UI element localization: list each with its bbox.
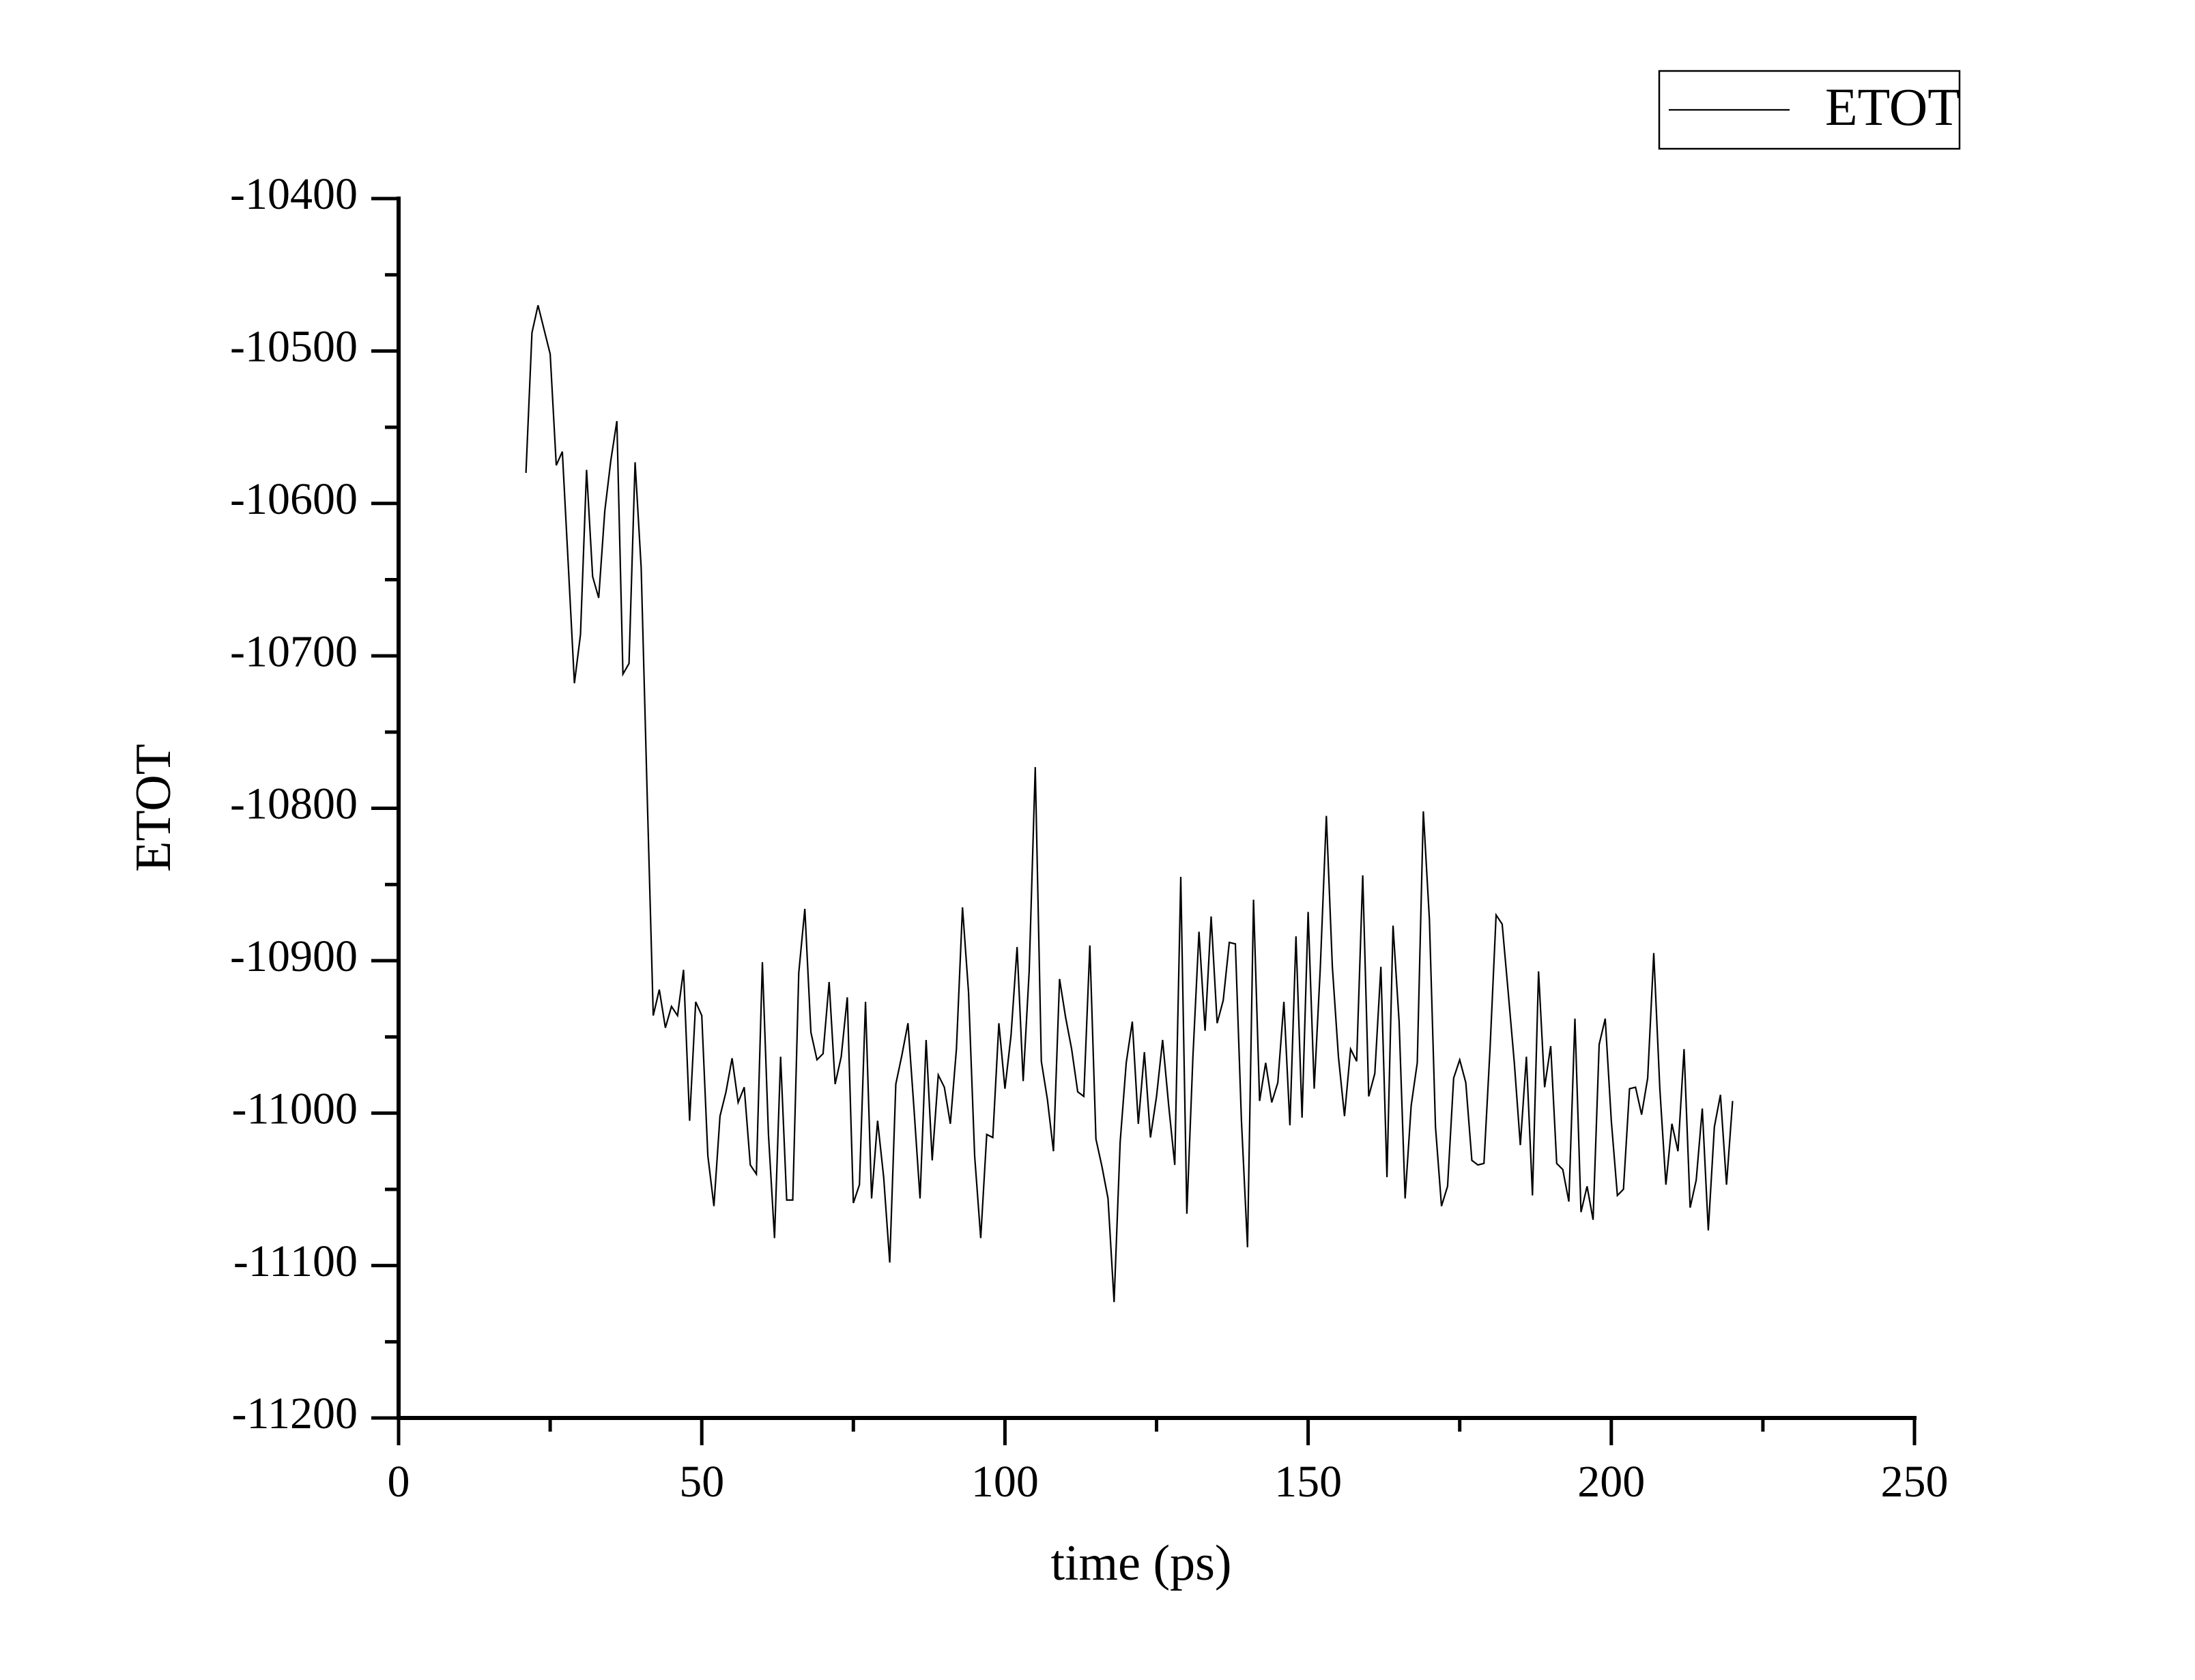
y-tick-label: -10700 (230, 626, 358, 676)
y-tick-label: -10500 (230, 322, 358, 372)
y-tick-label: -10400 (230, 169, 358, 219)
y-tick-label: -11200 (231, 1389, 358, 1438)
legend-label: ETOT (1825, 77, 1960, 136)
y-tick-label: -10800 (230, 779, 358, 829)
x-tick-label: 50 (679, 1457, 724, 1507)
x-axis-label: time (ps) (1050, 1535, 1231, 1591)
series-line (525, 305, 1734, 1303)
x-tick-label: 250 (1881, 1457, 1949, 1507)
x-tick-label: 150 (1274, 1457, 1342, 1507)
y-tick-label: -11100 (233, 1236, 358, 1286)
y-tick-label: -10600 (230, 474, 358, 524)
x-tick-label: 0 (388, 1457, 410, 1507)
y-tick-label: -11000 (231, 1084, 358, 1133)
y-tick-label: -10900 (230, 931, 358, 981)
x-tick-label: 200 (1577, 1457, 1645, 1507)
y-axis-label: ETOT (126, 744, 182, 872)
x-tick-label: 100 (971, 1457, 1039, 1507)
